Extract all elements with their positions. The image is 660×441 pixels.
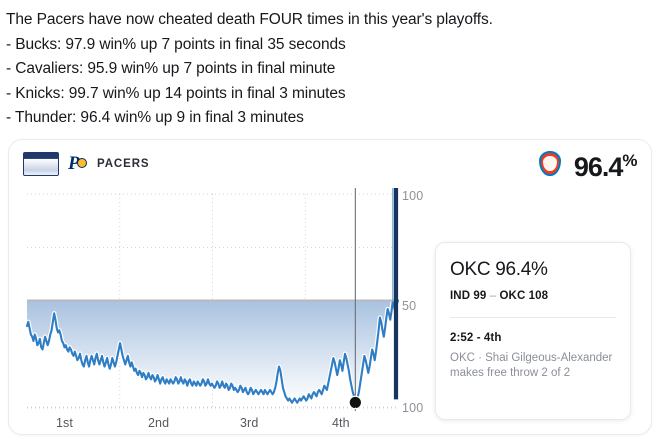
home-team-block[interactable]: P PACERS	[23, 152, 149, 176]
x-tick-label-3rd: 3rd	[240, 416, 259, 430]
tooltip-play-description: OKC · Shai Gilgeous-Alexander makes free…	[450, 352, 613, 379]
x-tick-label-1st: 1st	[56, 416, 73, 430]
tooltip-headline: OKC 96.4%	[450, 259, 548, 280]
post-text-block: The Pacers have now cheated death FOUR t…	[0, 0, 660, 131]
court-icon	[23, 152, 59, 176]
post-line: - Knicks: 99.7 win% up 14 points in fina…	[6, 84, 346, 102]
post-line: - Thunder: 96.4 win% up 9 in final 3 min…	[6, 109, 304, 126]
percent-sign: %	[622, 151, 637, 170]
x-tick-label-4th: 4th	[332, 416, 350, 430]
chart-svg	[24, 188, 401, 411]
tooltip-home-points: 99	[473, 290, 487, 302]
tooltip-score-separator: –	[489, 290, 497, 302]
x-tick-label-2nd: 2nd	[148, 416, 170, 430]
away-win-probability-number: 96.4	[573, 152, 624, 182]
home-team-label: PACERS	[97, 158, 150, 170]
tooltip-home-abbr: IND	[450, 290, 471, 302]
y-tick-label-top: 100	[402, 189, 424, 203]
away-win-probability-value: 96.4%	[573, 147, 638, 182]
post-line: The Pacers have now cheated death FOUR t…	[6, 11, 493, 28]
pacers-logo-icon: P	[68, 154, 88, 174]
thunder-logo-icon	[536, 151, 564, 177]
win-probability-chart[interactable]: 100 50 100 1st 2nd 3rd 4th OKC 96.4% IND…	[17, 188, 645, 434]
y-tick-label-bottom: 100	[402, 401, 424, 415]
away-win-probability-block: 96.4%	[536, 147, 637, 181]
tooltip-away-abbr: OKC	[499, 290, 526, 302]
post-line: - Cavaliers: 95.9 win% up 7 points in fi…	[6, 60, 336, 77]
tooltip-score-line: IND 99 – OKC 108	[450, 290, 616, 302]
post-line: - Bucks: 97.9 win% up 7 points in final …	[6, 35, 346, 53]
tooltip-game-time: 2:52 - 4th	[450, 332, 502, 344]
tooltip-away-points: 108	[528, 290, 549, 302]
tooltip-divider	[450, 317, 616, 318]
y-tick-label-mid: 50	[402, 299, 417, 313]
card-header: P PACERS 96.4%	[9, 140, 651, 188]
play-event-tooltip[interactable]: OKC 96.4% IND 99 – OKC 108 2:52 - 4th OK…	[435, 242, 631, 420]
win-probability-card[interactable]: P PACERS 96.4% 100 50 100 1st 2nd 3rd 4t…	[8, 139, 652, 435]
